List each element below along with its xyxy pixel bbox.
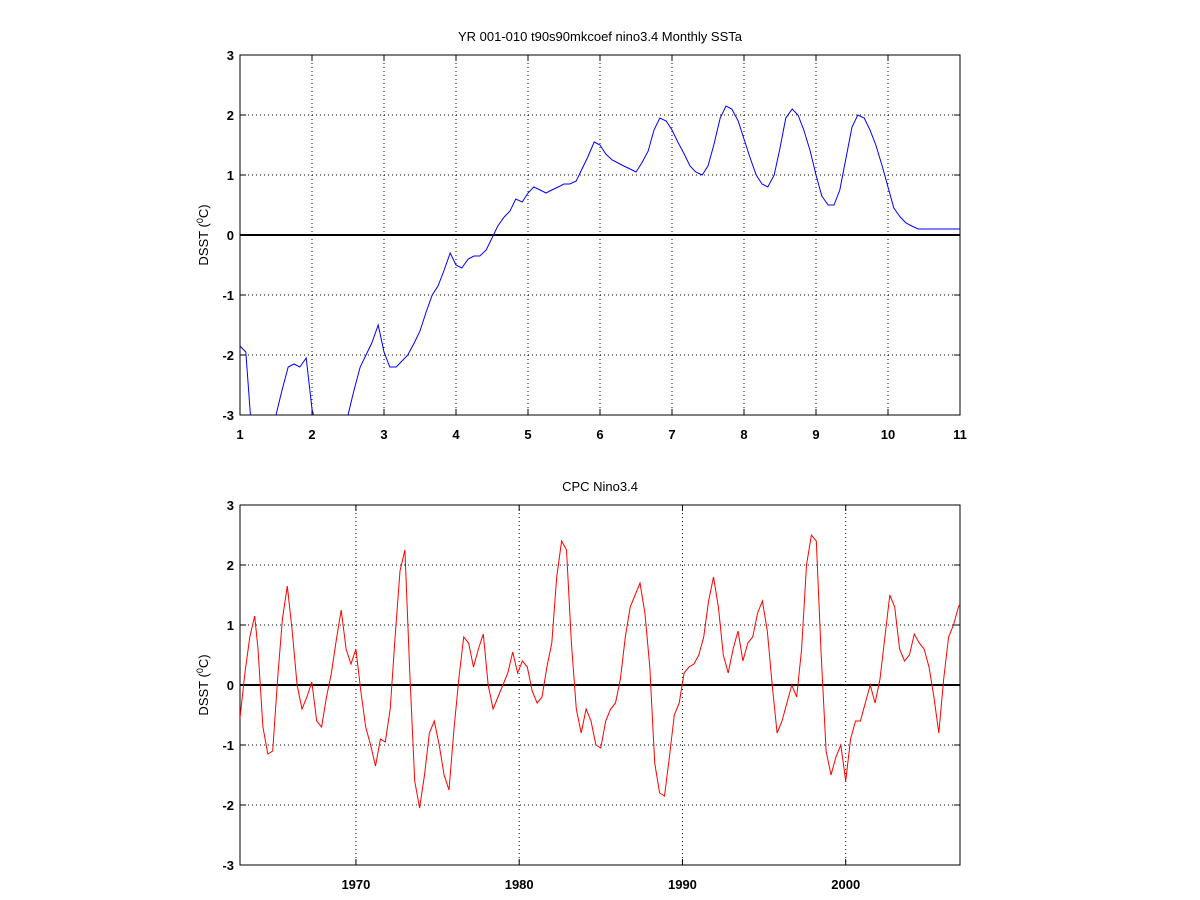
model-y-tick-labels: -3 -2 -1 0 1 2 3 (222, 48, 234, 423)
model-sst-panel: YR 001-010 t90s90mkcoef nino3.4 Monthly … (195, 29, 967, 442)
model-x-tick-label: 5 (524, 427, 531, 442)
model-y-axis-label-sup: 0 (195, 218, 205, 223)
model-chart-title: YR 001-010 t90s90mkcoef nino3.4 Monthly … (458, 29, 743, 44)
cpc-y-tick-label: -2 (222, 798, 234, 813)
cpc-x-tick-label: 1980 (505, 877, 534, 892)
model-x-tick-label: 8 (740, 427, 747, 442)
model-x-tick-labels: 1 2 3 4 5 6 7 8 9 10 11 (236, 427, 966, 442)
model-x-tick-label: 6 (596, 427, 603, 442)
cpc-y-axis-label-end: C) (196, 654, 211, 668)
cpc-x-tick-label: 2000 (831, 877, 860, 892)
cpc-nino34-panel: CPC Nino3.4 1970 1980 1990 2000 -3-2-10123 … (195, 479, 961, 892)
cpc-y-tick-label: 3 (227, 498, 234, 513)
model-x-tick-label: 10 (881, 427, 895, 442)
model-x-tick-label: 1 (236, 427, 243, 442)
model-y-tick-label: -3 (222, 408, 234, 423)
model-y-tick-label: 2 (227, 108, 234, 123)
cpc-y-axis-label-main: DSST ( (196, 673, 211, 716)
cpc-y-tick-label: 1 (227, 618, 234, 633)
cpc-y-axis-label: DSST (0C) (195, 654, 211, 715)
model-x-tick-label: 3 (380, 427, 387, 442)
model-x-tick-label: 11 (953, 427, 967, 442)
cpc-chart-title: CPC Nino3.4 (562, 479, 638, 494)
model-x-tick-label: 7 (668, 427, 675, 442)
model-y-tick-label: -2 (222, 348, 234, 363)
model-x-tick-label: 9 (812, 427, 819, 442)
model-y-axis-label: DSST (0C) (195, 204, 211, 265)
cpc-x-tick-label: 1990 (668, 877, 697, 892)
cpc-y-axis-label-sup: 0 (195, 668, 205, 673)
model-x-tick-label: 2 (308, 427, 315, 442)
model-sst-series-line (240, 105, 960, 415)
cpc-y-tick-label: -1 (222, 738, 234, 753)
model-y-tick-label: 0 (227, 228, 234, 243)
cpc-ticks (240, 504, 960, 866)
model-y-tick-label: 3 (227, 48, 234, 63)
cpc-y-tick-labels: -3 -2 -1 0 1 2 3 (222, 498, 234, 873)
cpc-y-tick-label: -3 (222, 858, 234, 873)
cpc-y-tick-label: 0 (227, 678, 234, 693)
model-y-tick-label: -1 (222, 288, 234, 303)
model-y-axis-label-main: DSST ( (196, 223, 211, 266)
model-y-tick-label: 1 (227, 168, 234, 183)
model-y-axis-label-end: C) (196, 204, 211, 218)
cpc-y-tick-label: 2 (227, 558, 234, 573)
cpc-x-tick-labels: 1970 1980 1990 2000 (341, 877, 860, 892)
cpc-x-tick-label: 1970 (341, 877, 370, 892)
model-x-tick-label: 4 (452, 427, 460, 442)
cpc-sst-series-line (240, 533, 960, 809)
